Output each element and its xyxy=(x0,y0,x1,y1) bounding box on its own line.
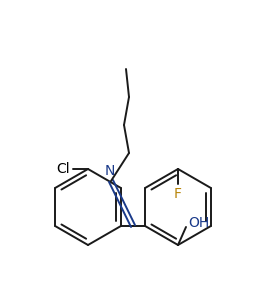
Text: OH: OH xyxy=(188,216,209,230)
Text: N: N xyxy=(105,164,115,178)
Text: Cl: Cl xyxy=(56,162,70,176)
Text: F: F xyxy=(174,187,182,201)
